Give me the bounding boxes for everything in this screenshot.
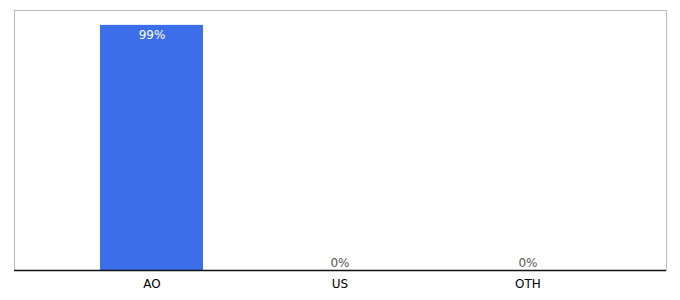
svg-text:OTH: OTH — [515, 277, 541, 291]
svg-text:99%: 99% — [139, 28, 166, 42]
svg-text:US: US — [332, 277, 348, 291]
svg-text:0%: 0% — [330, 256, 349, 270]
svg-text:0%: 0% — [518, 256, 537, 270]
svg-text:AO: AO — [143, 277, 160, 291]
